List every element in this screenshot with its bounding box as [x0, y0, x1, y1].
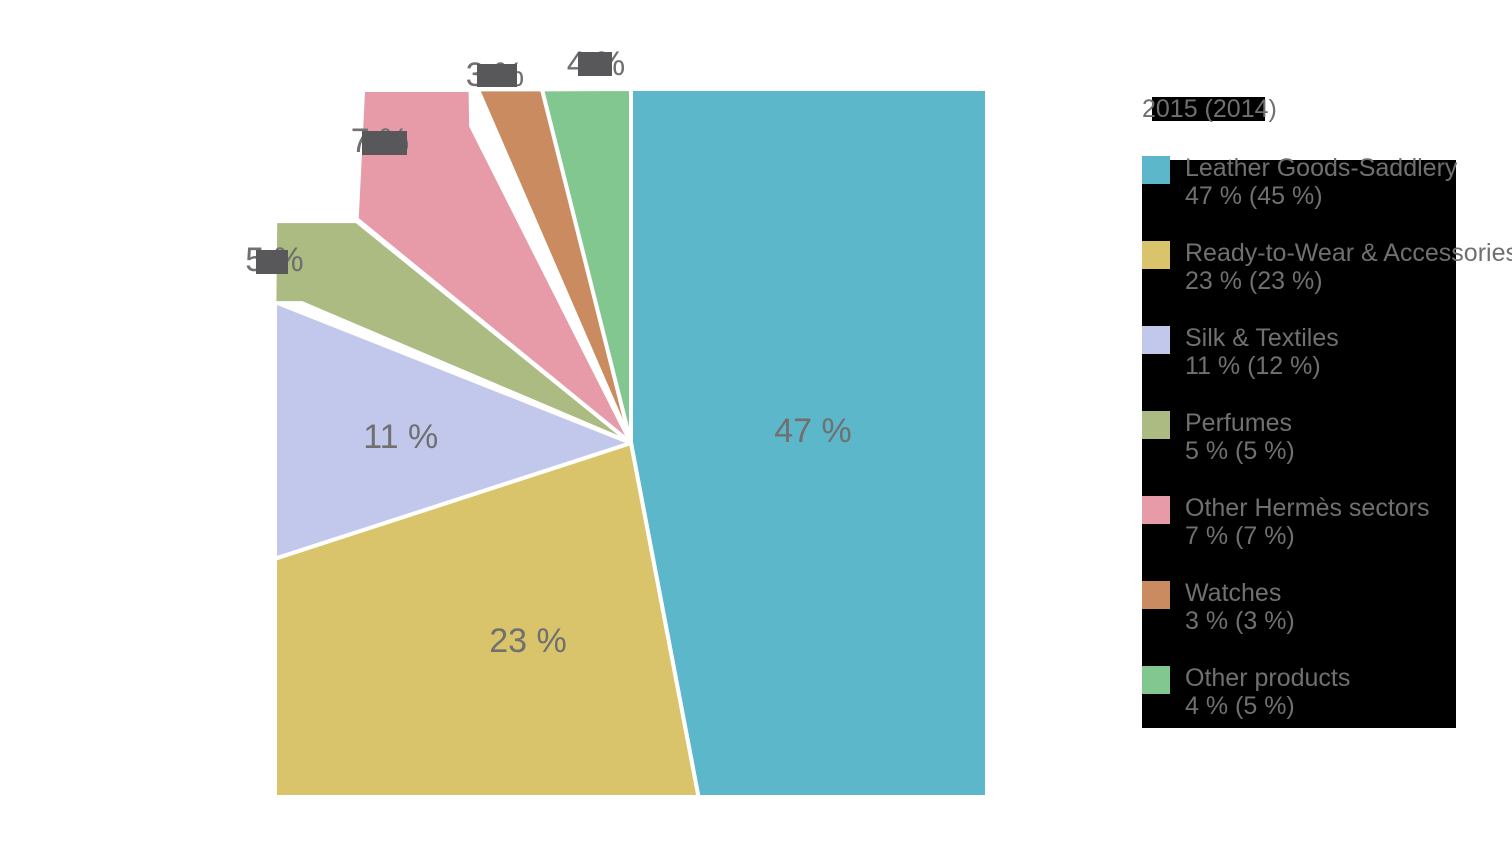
svg-text:11 %: 11 % [363, 418, 438, 456]
svg-text:23 %: 23 % [489, 622, 567, 660]
svg-text:47 %: 47 % [774, 412, 852, 450]
